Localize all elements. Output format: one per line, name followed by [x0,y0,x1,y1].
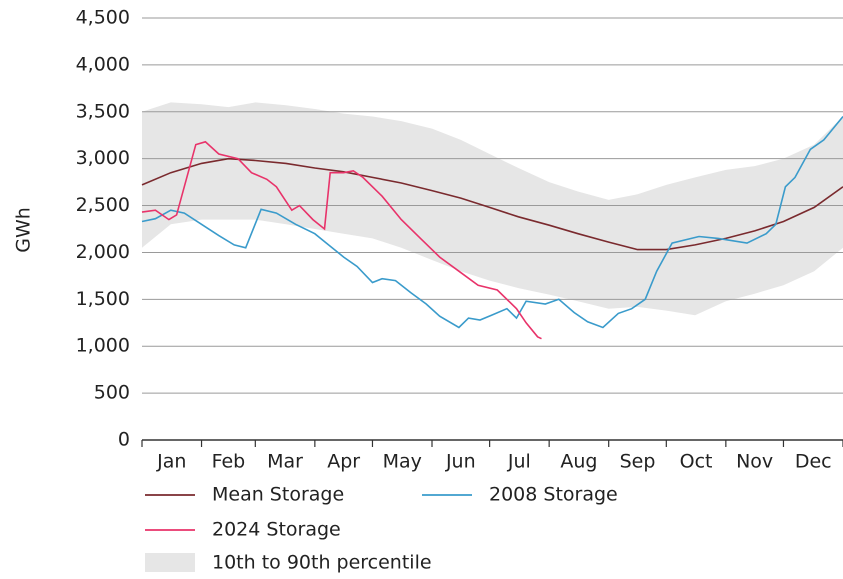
x-tick-label: May [383,451,422,473]
legend-label: 2008 Storage [489,484,618,506]
line [141,140,542,340]
y-tick-label: 3,000 [76,147,130,169]
x-tick-label: Jul [507,451,531,473]
legend-swatch [145,553,195,572]
x-tick-label: Aug [560,451,597,473]
y-tick-label: 2,500 [76,194,130,216]
line [141,115,843,329]
x-tick-label: Jun [445,451,476,473]
x-tick-label: Nov [736,451,773,473]
legend-label: 2024 Storage [212,519,341,541]
y-axis-label: GWh [13,207,35,253]
y-tick-label: 4,500 [76,7,130,29]
y-tick-label: 0 [118,429,130,451]
y-tick-label: 2,000 [76,241,130,263]
legend-label: 10th to 90th percentile [212,552,432,574]
legend-label: Mean Storage [212,484,344,506]
y-tick-label: 1,500 [76,288,130,310]
y-tick-label: 3,500 [76,100,130,122]
x-tick-label: Dec [795,451,832,473]
line [141,157,843,251]
x-tick-label: Mar [267,451,303,473]
x-tick-label: Sep [620,451,656,473]
x-tick-label: Apr [327,451,360,473]
y-tick-label: 1,000 [76,335,130,357]
x-tick-label: Jan [156,451,186,473]
y-tick-label: 4,000 [76,53,130,75]
y-tick-label: 500 [94,382,130,404]
x-tick-label: Oct [680,451,713,473]
x-tick-label: Feb [212,451,246,473]
